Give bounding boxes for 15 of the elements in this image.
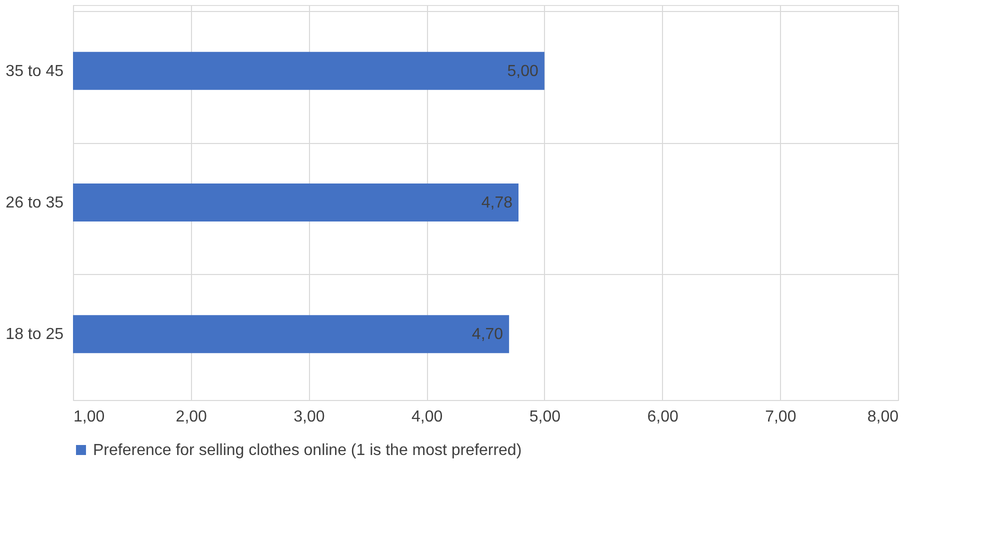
x-tick-label: 8,00 <box>867 408 899 426</box>
x-tick-label: 6,00 <box>647 408 678 426</box>
x-tick-label: 7,00 <box>765 408 796 426</box>
x-tick-label: 2,00 <box>176 408 208 426</box>
legend-label: Preference for selling clothes online (1 is the most preferred) <box>93 442 522 459</box>
y-tick-label: 26 to 35 <box>6 194 64 212</box>
x-tick-label: 3,00 <box>294 408 325 426</box>
x-tick-label: 4,00 <box>412 408 443 426</box>
data-label: 5,00 <box>507 62 539 80</box>
data-label: 4,78 <box>481 194 513 212</box>
y-tick-label: 18 to 25 <box>6 326 64 344</box>
x-tick-label: 5,00 <box>529 408 561 426</box>
data-label: 4,70 <box>472 326 504 344</box>
x-tick-label: 1,00 <box>74 408 105 426</box>
y-tick-label: 35 to 45 <box>6 62 64 80</box>
